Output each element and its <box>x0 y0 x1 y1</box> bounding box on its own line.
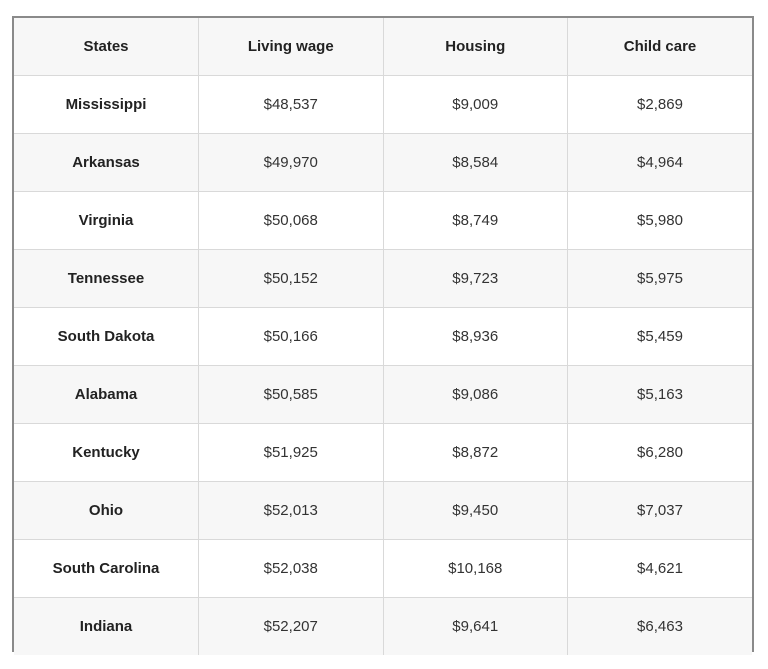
table-header-row: States Living wage Housing Child care <box>14 18 752 76</box>
housing-cell: $8,936 <box>382 307 568 366</box>
table-row: Indiana $52,207 $9,641 $6,463 <box>14 597 752 655</box>
child-care-cell: $5,975 <box>567 249 752 308</box>
child-care-cell: $6,463 <box>567 597 752 655</box>
table-body: Mississippi $48,537 $9,009 $2,869 Arkansas $4… <box>14 75 752 655</box>
living-wage-cell: $50,166 <box>198 307 384 366</box>
child-care-cell: $5,163 <box>567 365 752 424</box>
state-cell: Indiana <box>14 597 199 655</box>
table-row: Kentucky $51,925 $8,872 $6,280 <box>14 423 752 482</box>
living-wage-cell: $50,068 <box>198 191 384 250</box>
living-wage-cell: $48,537 <box>198 75 384 134</box>
state-cell: Arkansas <box>14 133 199 192</box>
housing-cell: $9,641 <box>382 597 568 655</box>
housing-cell: $9,723 <box>382 249 568 308</box>
table-row: Mississippi $48,537 $9,009 $2,869 <box>14 75 752 134</box>
housing-cell: $8,584 <box>382 133 568 192</box>
data-table: States Living wage Housing Child care Mi… <box>14 18 752 655</box>
child-care-cell: $4,621 <box>567 539 752 598</box>
table-row: South Carolina $52,038 $10,168 $4,621 <box>14 539 752 598</box>
living-wage-cell: $52,207 <box>198 597 384 655</box>
living-wage-cell: $50,585 <box>198 365 384 424</box>
state-cell: Virginia <box>14 191 199 250</box>
data-table-frame: States Living wage Housing Child care Mi… <box>12 16 754 655</box>
child-care-cell: $6,280 <box>567 423 752 482</box>
living-wage-cell: $50,152 <box>198 249 384 308</box>
child-care-cell: $4,964 <box>567 133 752 192</box>
living-wage-cell: $49,970 <box>198 133 384 192</box>
housing-cell: $9,450 <box>382 481 568 540</box>
header-housing: Housing <box>382 18 568 76</box>
housing-cell: $8,872 <box>382 423 568 482</box>
state-cell: South Dakota <box>14 307 199 366</box>
child-care-cell: $5,980 <box>567 191 752 250</box>
housing-cell: $9,009 <box>382 75 568 134</box>
table-row: South Dakota $50,166 $8,936 $5,459 <box>14 307 752 366</box>
header-child-care: Child care <box>567 18 752 76</box>
state-cell: Tennessee <box>14 249 199 308</box>
child-care-cell: $2,869 <box>567 75 752 134</box>
table-row: Tennessee $50,152 $9,723 $5,975 <box>14 249 752 308</box>
living-wage-cell: $52,038 <box>198 539 384 598</box>
table-row: Arkansas $49,970 $8,584 $4,964 <box>14 133 752 192</box>
header-living-wage: Living wage <box>198 18 384 76</box>
header-states: States <box>14 18 199 76</box>
table-row: Ohio $52,013 $9,450 $7,037 <box>14 481 752 540</box>
state-cell: Alabama <box>14 365 199 424</box>
state-cell: Ohio <box>14 481 199 540</box>
child-care-cell: $5,459 <box>567 307 752 366</box>
living-wage-cell: $51,925 <box>198 423 384 482</box>
state-cell: South Carolina <box>14 539 199 598</box>
state-cell: Mississippi <box>14 75 199 134</box>
table-row: Alabama $50,585 $9,086 $5,163 <box>14 365 752 424</box>
child-care-cell: $7,037 <box>567 481 752 540</box>
state-cell: Kentucky <box>14 423 199 482</box>
table-row: Virginia $50,068 $8,749 $5,980 <box>14 191 752 250</box>
housing-cell: $9,086 <box>382 365 568 424</box>
housing-cell: $10,168 <box>382 539 568 598</box>
housing-cell: $8,749 <box>382 191 568 250</box>
living-wage-cell: $52,013 <box>198 481 384 540</box>
